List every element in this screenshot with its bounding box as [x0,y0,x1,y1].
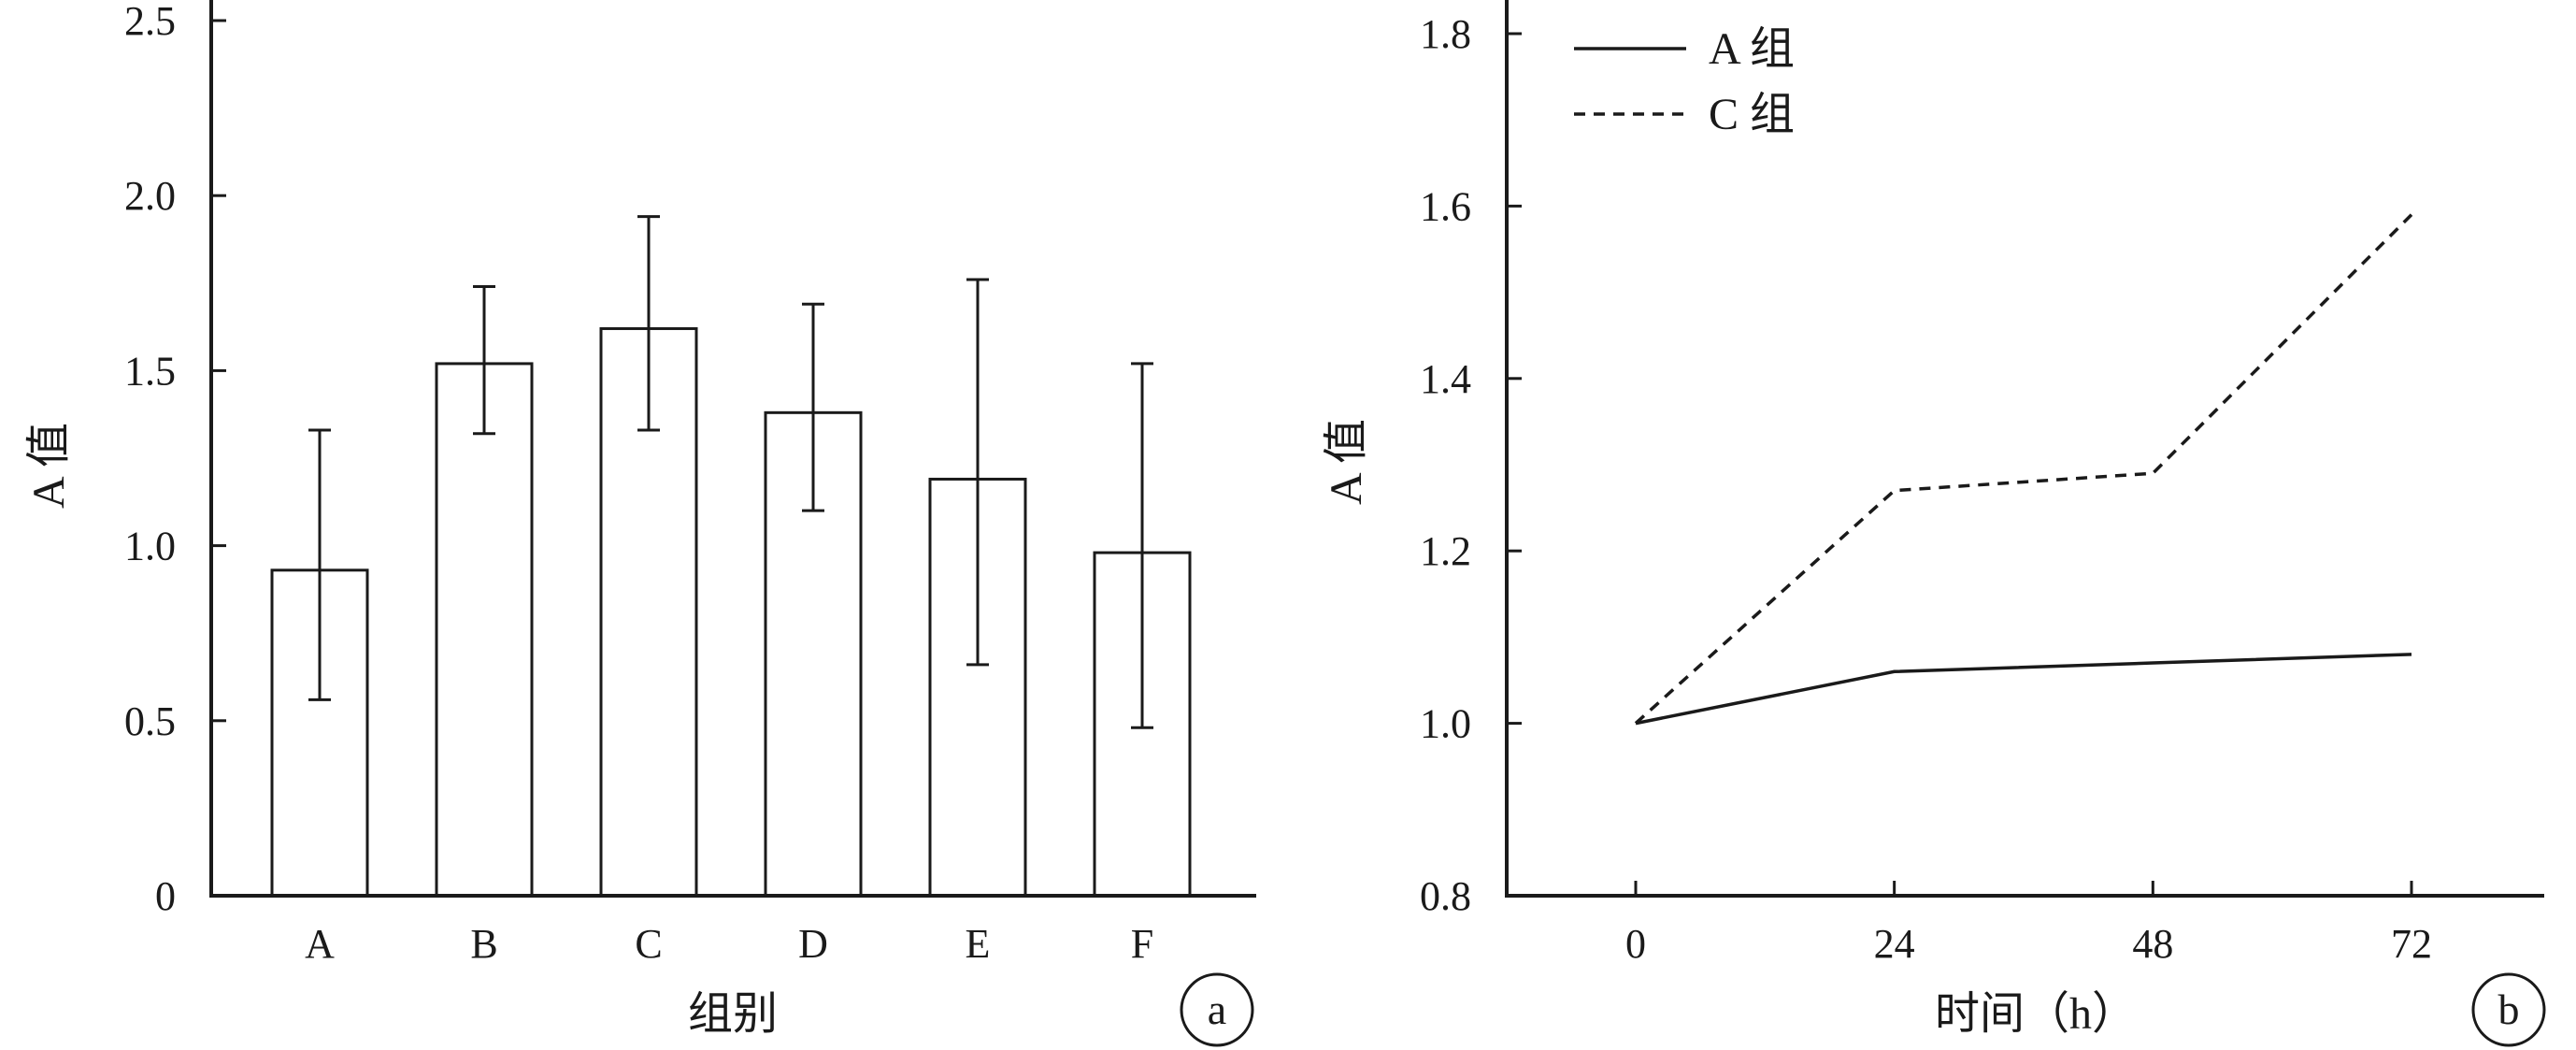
panel-a-y-tick-label: 1.0 [124,524,176,569]
panel-a-bars [270,326,1192,898]
panel-b-x-tick-label: 48 [2132,921,2173,967]
series-line-c-group [1634,213,2413,725]
panel-a-y-tick-label: 2.5 [124,0,176,44]
panel-b-y-tick-label: 1.2 [1420,528,1471,574]
panel-a-y-tick-label: 0 [155,873,176,919]
panel-a-x-tick-label: A [305,921,335,967]
panel-b-series [1634,213,2413,726]
panel-a-label-circle [1180,972,1254,1047]
panel-b-legend: A 组 C 组 [1574,24,1795,139]
panel-b-x-ticks: 0 24 48 72 [1625,881,2432,967]
panel-a-x-tick-label: F [1131,921,1153,967]
panel-b-label: b [2498,985,2520,1033]
bar-b [435,362,534,898]
legend-label-a-group: A 组 [1709,24,1795,74]
panel-a-y-axis-label: A 值 [24,423,74,509]
panel-b-x-tick-label: 72 [2391,921,2432,967]
panel-a-y-tick-label: 2.0 [124,173,176,219]
panel-a-y-ticks: 0 0.5 1.0 1.5 2.0 2.5 [124,0,226,919]
panel-a-error-bars [308,215,1153,729]
panel-a-x-tick-label: B [470,921,497,967]
panel-b-y-tick-label: 1.4 [1420,356,1471,402]
panel-a-x-axis-label: 组别 [688,989,778,1039]
panel-a-x-tick-label: E [966,921,991,967]
panel-a-x-tick-label: C [635,921,662,967]
panel-a-x-tick-label: D [798,921,828,967]
panel-b-y-ticks: 0.8 1.0 1.2 1.4 1.6 1.8 [1420,11,1522,919]
panel-a-y-tick-label: 0.5 [124,698,176,744]
panel-b-y-tick-label: 1.8 [1420,11,1471,57]
panel-b-y-tick-label: 1.0 [1420,701,1471,747]
panel-b-y-tick-label: 0.8 [1420,873,1471,919]
panel-b-y-axis-label: A 值 [1322,419,1371,505]
legend-label-c-group: C 组 [1709,90,1795,139]
panel-a-x-ticks: A B C D E F [305,921,1153,967]
panel-a-bar-chart: 0 0.5 1.0 1.5 2.0 2.5 A B C D E F A 值 组别 a [24,0,1256,1047]
panel-b-label-circle [2471,972,2546,1047]
panel-b-x-axis-label: 时间（h） [1935,989,2137,1039]
panel-b-x-tick-label: 0 [1625,921,1646,967]
panel-a-y-tick-label: 1.5 [124,348,176,394]
panel-b-line-chart: 0.8 1.0 1.2 1.4 1.6 1.8 0 24 48 72 A 值 时间（h） A 组… [1322,0,2546,1047]
panel-b-x-tick-label: 24 [1874,921,1915,967]
panel-a-label: a [1208,985,1226,1033]
panel-b-y-tick-label: 1.6 [1420,183,1471,229]
series-line-a-group [1635,653,2412,726]
